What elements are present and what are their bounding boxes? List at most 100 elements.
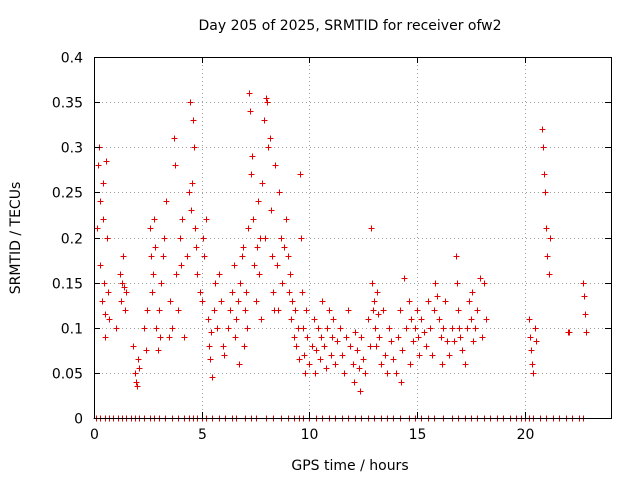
data-point (311, 316, 318, 323)
data-point (102, 311, 109, 318)
data-point (323, 365, 330, 372)
data-point (341, 370, 348, 377)
data-point (268, 207, 275, 214)
data-point (530, 370, 537, 377)
data-point (345, 307, 352, 314)
data-point (104, 235, 111, 242)
data-point (150, 271, 157, 278)
data-point (532, 325, 539, 332)
data-point (261, 117, 268, 124)
data-point (332, 361, 339, 368)
x-tick-label: 10 (301, 427, 319, 443)
data-point (365, 316, 372, 323)
data-point (356, 365, 363, 372)
data-point (199, 298, 206, 305)
data-point (274, 262, 281, 269)
data-point (395, 334, 402, 341)
data-point (434, 293, 441, 300)
data-point (408, 316, 415, 323)
data-point (373, 343, 380, 350)
data-point (133, 379, 140, 386)
grid-lines (94, 57, 611, 418)
data-point (372, 325, 379, 332)
data-point (367, 343, 374, 350)
data-point (143, 347, 150, 354)
data-point (216, 271, 223, 278)
data-point (97, 198, 104, 205)
x-axis-label: GPS time / hours (291, 458, 408, 474)
data-point (255, 198, 262, 205)
data-point (265, 144, 272, 151)
data-point (148, 253, 155, 260)
data-point (179, 216, 186, 223)
data-point (529, 361, 536, 368)
data-point (249, 153, 256, 160)
data-point (97, 262, 104, 269)
data-point (393, 370, 400, 377)
data-point (193, 244, 200, 251)
data-point (267, 135, 274, 142)
y-tick-label: 0.3 (61, 141, 83, 157)
data-point (533, 338, 540, 345)
data-point (248, 171, 255, 178)
data-point (177, 235, 184, 242)
data-point (233, 316, 240, 323)
data-point (244, 325, 251, 332)
data-point (352, 329, 359, 336)
data-point (526, 316, 533, 323)
data-point (149, 289, 156, 296)
data-point (237, 280, 244, 287)
data-point (384, 370, 391, 377)
data-point (412, 325, 419, 332)
data-point (454, 280, 461, 287)
y-tick-label: 0.1 (61, 322, 83, 338)
data-point (161, 235, 168, 242)
data-point (289, 298, 296, 305)
data-point (582, 311, 589, 318)
data-point (380, 307, 387, 314)
data-point (324, 325, 331, 332)
data-point (220, 343, 227, 350)
data-point (376, 334, 383, 341)
data-point (299, 289, 306, 296)
data-point (453, 253, 460, 260)
data-point (286, 289, 293, 296)
data-point (100, 180, 107, 187)
data-point (105, 289, 112, 296)
y-tick-label: 0.25 (52, 186, 83, 202)
data-point (547, 235, 554, 242)
data-point (401, 275, 408, 282)
data-point (406, 298, 413, 305)
data-point (287, 271, 294, 278)
data-point (388, 338, 395, 345)
data-point (144, 307, 151, 314)
data-point (239, 253, 246, 260)
data-point (221, 352, 228, 359)
data-point (102, 334, 109, 341)
data-point (354, 347, 361, 354)
data-point (256, 271, 263, 278)
x-tick-label: 15 (409, 427, 427, 443)
data-point (315, 325, 322, 332)
x-tick-label: 5 (198, 427, 207, 443)
data-point (203, 216, 210, 223)
data-point (357, 388, 364, 395)
data-point (106, 316, 113, 323)
data-point (329, 334, 336, 341)
data-point (378, 361, 385, 368)
data-point (231, 262, 238, 269)
data-point (141, 325, 148, 332)
data-point (95, 162, 102, 169)
data-point (189, 180, 196, 187)
data-point (321, 343, 328, 350)
data-point (444, 338, 451, 345)
data-point (285, 253, 292, 260)
data-point (134, 383, 141, 390)
data-point (147, 225, 154, 232)
data-point (368, 225, 375, 232)
data-point (583, 329, 590, 336)
data-point (436, 316, 443, 323)
data-point (160, 253, 167, 260)
data-points (93, 90, 590, 422)
data-point (540, 144, 547, 151)
